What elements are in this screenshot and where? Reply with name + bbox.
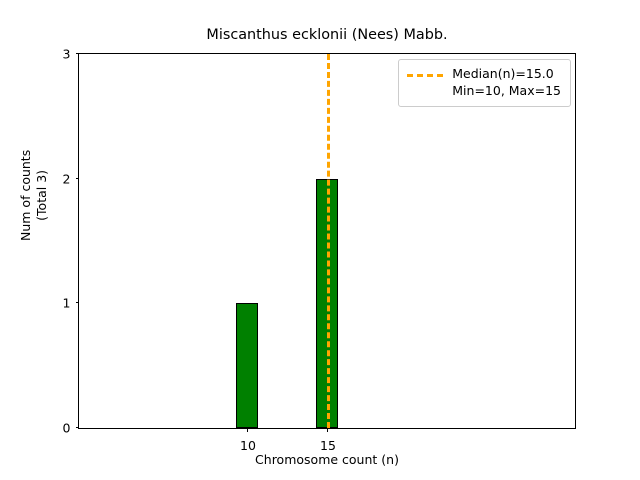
median-dash-icon [407,66,444,82]
legend[interactable]: Median(n)=15.0 Min=10, Max=15 [398,59,571,107]
bars-layer [79,54,575,428]
ytick-mark-3: 3 [63,47,79,62]
table-row[interactable] [316,178,338,428]
ytick-mark-1: 1 [63,296,79,311]
plot-area: 0 1 2 3 10 15 [63,47,576,453]
xtick-label-15: 15 [320,437,336,453]
page-title: Miscanthus ecklonii (Nees) Mabb. [206,27,448,43]
y-axis-label-line1: Num of counts [18,149,33,241]
table-row[interactable] [236,303,258,428]
xtick-mark-15: 15 [320,428,336,453]
ytick-mark-0: 0 [63,421,79,436]
y-axis-label-line2: (Total 3) [33,169,49,221]
ytick-label-2: 2 [62,171,71,187]
legend-text-block: Median(n)=15.0 Min=10, Max=15 [452,66,561,100]
ytick-mark-2: 2 [63,171,79,186]
median-layer [79,54,575,428]
xtick-mark-10: 10 [240,428,256,453]
ytick-label-3: 3 [62,46,71,62]
list-item: Median(n)=15.0 Min=10, Max=15 [407,66,561,100]
legend-label-median: Median(n)=15.0 [452,66,554,81]
x-axis-label: Chromosome count (n) [255,452,399,467]
ytick-label-1: 1 [62,295,71,311]
legend-label-minmax: Min=10, Max=15 [452,82,561,98]
xtick-label-10: 10 [240,437,256,453]
median-line [327,54,330,428]
ytick-label-0: 0 [62,420,71,436]
y-axis-label: Num of counts (Total 3) [18,150,49,241]
